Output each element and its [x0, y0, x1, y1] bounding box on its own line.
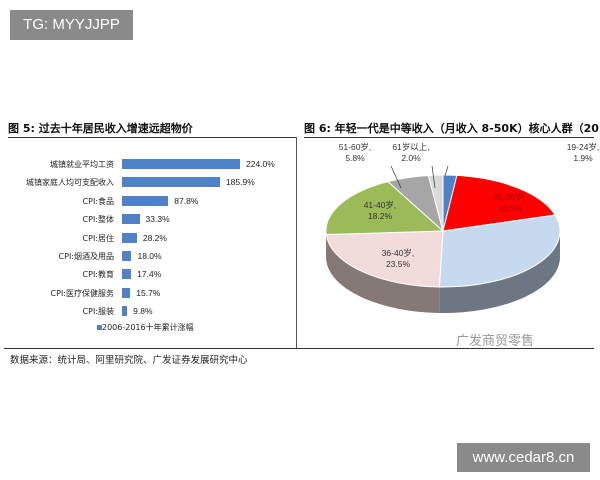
bar-category-label: CPI:教育: [82, 270, 114, 280]
bar-value-label: 87.8%: [174, 195, 199, 206]
brand-watermark: 广发商贸零售: [456, 334, 535, 349]
bar-category-label: CPI:服装: [82, 307, 114, 317]
bar-value-label: 185.9%: [225, 177, 255, 188]
bar-category-label: 城镇就业平均工资: [50, 160, 114, 169]
title-underline: [304, 137, 594, 138]
bar-value-label: 224.0%: [246, 159, 275, 169]
bar-value-label: 15.7%: [136, 287, 161, 298]
bar: [122, 232, 137, 243]
bar-value-label: 28.2%: [142, 232, 167, 243]
bar: [122, 287, 131, 298]
watermark-top: TG: MYYJJPP: [10, 10, 133, 40]
pie-category-label: 51-60岁,: [339, 142, 372, 152]
bar-legend: 2006-2016十年累计涨幅: [97, 322, 194, 333]
bar-category-label: CPI:居住: [82, 233, 114, 243]
leader-line: [444, 165, 449, 177]
bar-value-label: 18.0%: [137, 251, 162, 261]
bar-category-label: 城镇家庭人均可支配收入: [26, 178, 114, 188]
source-note: 数据来源：统计局、阿里研究院、广发证券发展研究中心: [10, 355, 248, 366]
bar: [122, 251, 132, 261]
leader-line: [431, 165, 436, 189]
bar: [122, 177, 220, 188]
bar-category-label: CPI:医疗保健服务: [50, 288, 114, 298]
pie-category-label: 61岁以上,: [392, 142, 429, 152]
chart-divider: [296, 137, 297, 348]
bar-value-label: 17.4%: [137, 269, 162, 280]
bar: [122, 214, 140, 225]
pie-category-label: 19-24岁,: [567, 142, 600, 152]
bar-category-label: CPI:整体: [82, 215, 114, 225]
bar-category-label: CPI:食品: [82, 196, 114, 206]
bottom-rule: [4, 348, 594, 349]
legend-label: 2006-2016十年累计涨幅: [102, 323, 194, 332]
bar: [122, 159, 240, 169]
pie-value-label: 2.0%: [401, 153, 421, 163]
bar-value-label: 33.3%: [145, 214, 170, 225]
pie-value-label: 18.5%: [498, 203, 523, 213]
bar: [122, 195, 169, 206]
pie-value-label: 18.2%: [368, 211, 393, 221]
pie-slice: [438, 214, 561, 288]
title-underline: [8, 137, 296, 138]
leader-line: [390, 165, 402, 189]
bar: [122, 306, 128, 317]
bar-category-label: CPI:烟酒及用品: [58, 252, 114, 261]
pie-slice: [325, 181, 445, 236]
pie-value-label: 23.5%: [386, 259, 411, 269]
pie-value-label: 5.8%: [345, 153, 365, 163]
pie-chart-title: 图 6: 年轻一代是中等收入（月收入 8-50K）核心人群（2016）: [304, 122, 600, 135]
pie-slice-side: [439, 231, 560, 313]
pie-chart: 19-24岁,1.9%25-30岁,18.5%31-35岁,30.1%36-40…: [325, 142, 600, 313]
pie-slice: [442, 174, 556, 232]
pie-value-label: 1.9%: [573, 153, 593, 163]
bar-value-label: 9.8%: [133, 306, 153, 317]
pie-slice: [427, 174, 444, 232]
pie-slice: [325, 230, 444, 288]
bar-chart-title: 图 5: 过去十年居民收入增速远超物价: [8, 122, 193, 135]
pie-category-label: 36-40岁,: [382, 248, 415, 258]
watermark-bottom: www.cedar8.cn: [457, 443, 590, 472]
pie-category-label: 41-40岁,: [364, 200, 397, 210]
legend-swatch: [97, 325, 102, 330]
bar: [122, 269, 132, 280]
pie-slice-side: [326, 234, 440, 313]
pie-category-label: 25-30岁,: [494, 192, 527, 202]
